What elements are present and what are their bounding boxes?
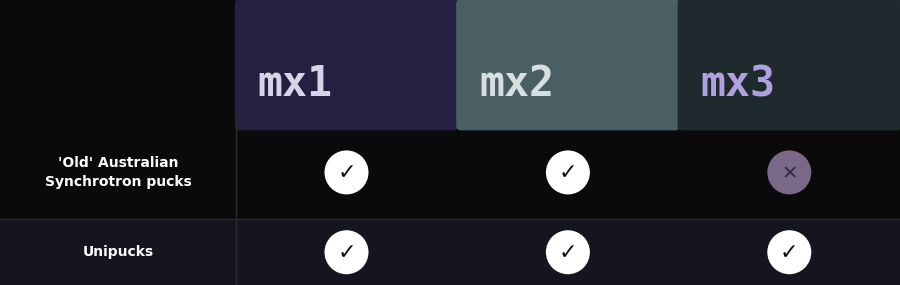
Ellipse shape: [325, 230, 368, 274]
FancyBboxPatch shape: [235, 0, 458, 131]
Bar: [0, 219, 900, 285]
Text: Unipucks: Unipucks: [82, 245, 154, 259]
Text: mx2: mx2: [479, 63, 554, 105]
Text: 'Old' Australian
Synchrotron pucks: 'Old' Australian Synchrotron pucks: [44, 156, 192, 189]
Ellipse shape: [546, 150, 590, 194]
Ellipse shape: [325, 150, 368, 194]
Text: mx3: mx3: [700, 63, 776, 105]
Ellipse shape: [768, 230, 811, 274]
Bar: [0, 125, 900, 219]
Text: ✕: ✕: [781, 164, 797, 183]
Text: ✓: ✓: [780, 243, 798, 263]
FancyBboxPatch shape: [456, 0, 680, 131]
Ellipse shape: [546, 230, 590, 274]
Text: mx1: mx1: [257, 63, 333, 105]
Text: ✓: ✓: [338, 163, 356, 184]
Text: ✓: ✓: [559, 163, 577, 184]
Ellipse shape: [768, 150, 811, 194]
FancyBboxPatch shape: [678, 0, 900, 131]
Text: ✓: ✓: [338, 243, 356, 263]
Text: ✓: ✓: [559, 243, 577, 263]
